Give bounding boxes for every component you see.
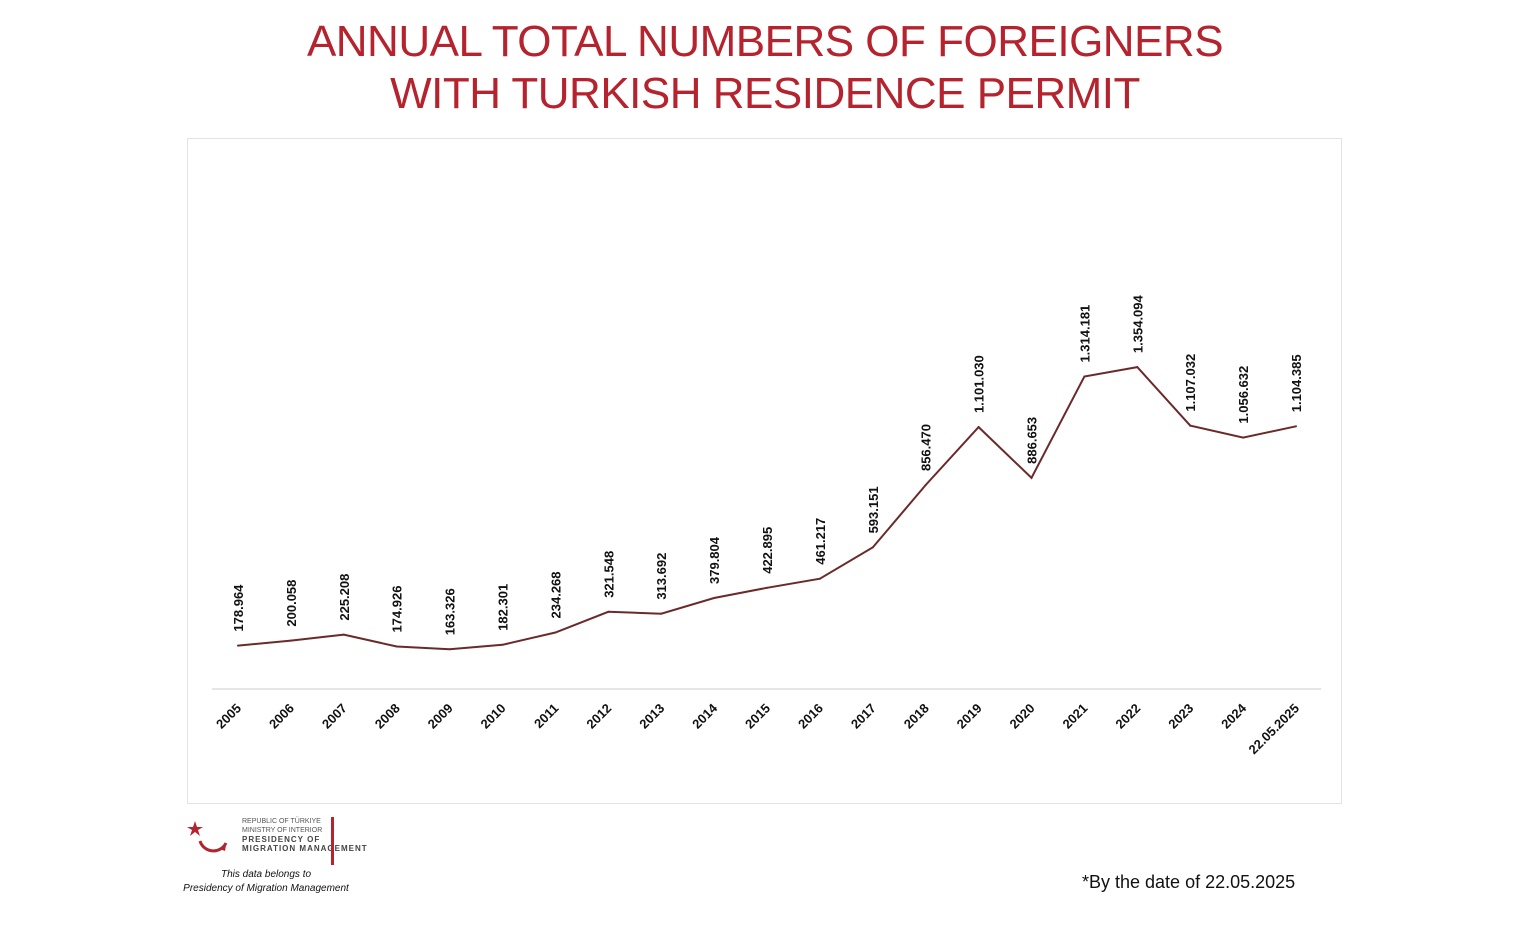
chart-title-line-2: WITH TURKISH RESIDENCE PERMIT — [390, 69, 1140, 118]
data-point — [1189, 424, 1192, 427]
x-tick-label: 2015 — [742, 701, 773, 732]
data-label: 200.058 — [284, 580, 299, 627]
crescent-star-icon — [187, 821, 234, 868]
x-tick-label: 2005 — [213, 701, 244, 732]
logo-divider — [331, 817, 334, 865]
data-point — [342, 633, 345, 636]
data-point — [1136, 366, 1139, 369]
data-label: 593.151 — [866, 486, 881, 533]
data-point — [924, 484, 927, 487]
x-tick-label: 2009 — [425, 701, 456, 732]
data-label: 225.208 — [337, 574, 352, 621]
data-label: 321.548 — [601, 551, 616, 598]
data-point — [607, 610, 610, 613]
data-label: 178.964 — [231, 584, 246, 632]
data-label: 379.804 — [707, 536, 722, 584]
data-label: 422.895 — [760, 527, 775, 574]
data-point — [1030, 476, 1033, 479]
x-tick-label: 2012 — [583, 701, 614, 732]
data-ownership-note: This data belongs to Presidency of Migra… — [176, 868, 356, 896]
x-tick-label: 2020 — [1007, 701, 1038, 732]
x-tick-label: 2007 — [319, 701, 350, 732]
data-label: 174.926 — [390, 586, 405, 633]
x-tick-label: 2018 — [901, 701, 932, 732]
data-label: 1.354.094 — [1130, 294, 1145, 353]
x-tick-label: 2019 — [954, 701, 985, 732]
x-tick-label: 22.05.2025 — [1245, 701, 1302, 758]
org-line-1: REPUBLIC OF TÜRKIYE — [242, 818, 321, 825]
chart-title: ANNUAL TOTAL NUMBERS OF FOREIGNERS WITH … — [0, 16, 1530, 120]
data-point — [237, 644, 239, 647]
data-point — [871, 546, 874, 549]
data-point — [1242, 436, 1245, 439]
data-label: 234.268 — [548, 571, 563, 618]
data-point — [448, 648, 451, 651]
data-label: 856.470 — [919, 424, 934, 471]
org-line-4: MIGRATION MANAGEMENT — [242, 844, 368, 853]
ownership-line-1: This data belongs to — [220, 869, 312, 880]
x-tick-label: 2021 — [1059, 701, 1090, 732]
data-point — [713, 596, 716, 599]
x-tick-label: 2017 — [848, 701, 879, 732]
data-label: 313.692 — [654, 553, 669, 600]
data-point — [1295, 425, 1297, 428]
x-tick-label: 2016 — [795, 701, 826, 732]
x-tick-label: 2023 — [1165, 701, 1196, 732]
data-label: 1.107.032 — [1183, 354, 1198, 412]
data-point — [501, 643, 504, 646]
data-point — [977, 426, 980, 429]
data-label: 886.653 — [1025, 417, 1040, 464]
chart-panel: 178.964 2005 200.058 2006 225.208 2007 174.926… — [187, 138, 1342, 804]
x-tick-label: 2011 — [531, 701, 562, 732]
data-point — [395, 645, 398, 648]
org-line-2: MINISTRY OF INTERIOR — [242, 827, 323, 834]
line-chart: 178.964 2005 200.058 2006 225.208 2007 174.926… — [212, 294, 1321, 758]
data-label: 182.301 — [496, 584, 511, 631]
data-label: 1.056.632 — [1236, 366, 1251, 424]
data-label: 1.104.385 — [1289, 354, 1304, 412]
x-tick-label: 2010 — [478, 701, 509, 732]
data-label: 461.217 — [813, 518, 828, 565]
data-point — [818, 577, 821, 580]
data-point — [660, 612, 663, 615]
data-label: 1.101.030 — [972, 355, 987, 413]
data-point — [289, 639, 292, 642]
data-point — [1083, 375, 1086, 378]
organization-logo: REPUBLIC OF TÜRKIYE MINISTRY OF INTERIOR… — [183, 815, 368, 905]
ownership-line-2: Presidency of Migration Management — [183, 883, 349, 894]
data-point — [766, 586, 768, 589]
x-tick-label: 2014 — [689, 700, 721, 732]
x-tick-label: 2024 — [1218, 700, 1250, 732]
org-line-3: PRESIDENCY OF — [242, 835, 321, 844]
organization-name: REPUBLIC OF TÜRKIYE MINISTRY OF INTERIOR… — [242, 817, 368, 853]
x-tick-label: 2008 — [372, 701, 403, 732]
data-point — [554, 631, 557, 634]
x-tick-label: 2013 — [636, 701, 667, 732]
data-label: 163.326 — [443, 588, 458, 635]
chart-title-line-1: ANNUAL TOTAL NUMBERS OF FOREIGNERS — [306, 17, 1224, 66]
footnote: *By the date of 22.05.2025 — [1082, 872, 1296, 892]
data-label: 1.314.181 — [1077, 305, 1092, 363]
x-tick-label: 2006 — [266, 701, 297, 732]
x-tick-label: 2022 — [1112, 701, 1143, 732]
